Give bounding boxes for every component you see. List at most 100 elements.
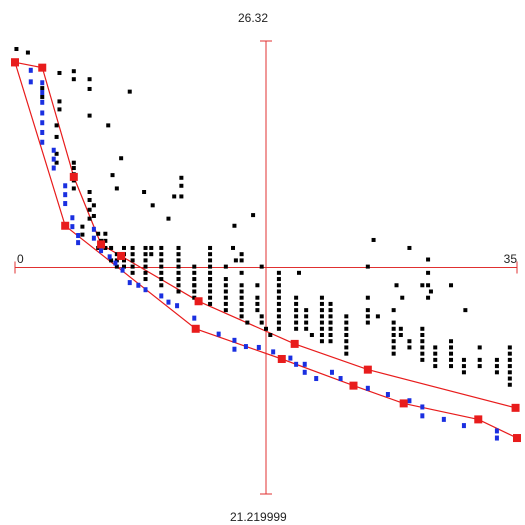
frontier-point [40,129,45,135]
frontier-point [63,183,68,189]
data-point [433,345,438,350]
frontier-point [441,416,446,422]
data-point [449,357,454,362]
data-point [232,223,237,228]
data-point [192,264,197,269]
frontier-point [28,67,33,73]
data-point [507,376,512,381]
data-point [319,301,324,306]
data-point [391,333,396,338]
data-point [103,238,108,243]
data-point [114,252,119,257]
data-point [328,326,333,331]
data-point [449,364,454,369]
data-point [106,123,111,128]
data-point [130,270,135,275]
upper-hull-vertex [69,172,78,181]
frontier-point [243,344,248,350]
frontier-point [232,346,237,352]
data-point [143,270,148,275]
frontier-point [70,215,75,221]
data-point [251,213,256,218]
data-point [87,86,92,91]
data-point [96,231,101,236]
data-point [223,295,228,300]
data-point [208,289,213,294]
data-point [507,357,512,362]
data-point [420,283,425,288]
data-point [426,270,431,275]
data-point [192,289,197,294]
data-point [208,270,213,275]
data-point [179,194,184,199]
x-axis-max-label: 35 [504,252,518,266]
data-point [319,308,324,313]
data-point [426,283,431,288]
data-point [276,295,281,300]
frontier-point [40,80,45,86]
data-point [87,113,92,118]
data-point [344,351,349,356]
frontier-point [40,110,45,116]
data-point [507,345,512,350]
frontier-point [76,233,81,239]
data-point [110,173,115,178]
data-point [391,339,396,344]
data-point [223,277,228,282]
data-point [420,326,425,331]
data-point [54,123,59,128]
data-point [255,283,260,288]
upper-hull-vertex [363,365,372,374]
data-point [407,339,412,344]
data-point [319,333,324,338]
data-point [420,357,425,362]
upper-hull-vertex [290,339,299,348]
data-point [176,245,181,250]
data-point [143,277,148,282]
frontier-point [256,344,261,350]
data-point [507,370,512,375]
frontier-point [40,139,45,145]
data-point [80,224,85,229]
data-point [477,357,482,362]
data-point [223,283,228,288]
data-point [428,289,433,294]
upper-hull-vertex [97,240,106,249]
upper-hull-vertex [194,297,203,306]
data-point [114,186,119,191]
data-point [319,339,324,344]
data-point [87,197,92,202]
data-point [407,245,412,250]
frontier-point [91,235,96,241]
data-point [223,289,228,294]
frontier-point [28,79,33,85]
data-point [71,77,76,82]
lower-hull-vertex [399,399,408,408]
data-point [276,314,281,319]
frontier-point [338,376,343,382]
frontier-point [99,248,104,254]
frontier-point [76,240,81,246]
data-point [276,283,281,288]
frontier-point [288,355,293,361]
data-point [420,333,425,338]
data-point [319,326,324,331]
data-point [143,264,148,269]
frontier-point [40,120,45,126]
data-point [328,301,333,306]
lower-hull-vertex [277,354,286,363]
data-point [259,264,264,269]
data-point [122,245,127,250]
data-point [87,216,92,221]
lower-hull-vertex [349,381,358,390]
data-point [507,364,512,369]
data-point [179,175,184,180]
frontier-point [329,369,334,375]
data-point [40,94,45,99]
frontier-point [127,280,132,286]
data-point [71,186,76,191]
frontier-point [136,282,141,288]
axes [14,40,518,495]
data-point [304,326,309,331]
